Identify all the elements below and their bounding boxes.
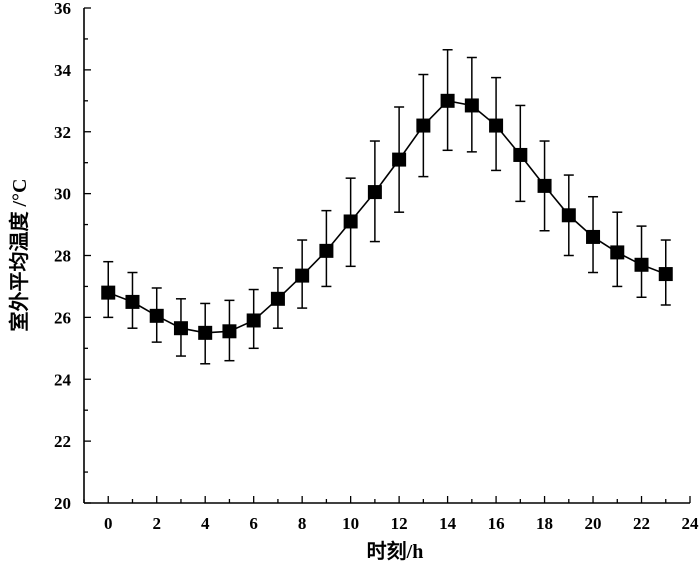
- y-tick-label: 26: [54, 308, 71, 327]
- data-point: [270, 291, 285, 306]
- y-tick-label: 20: [54, 494, 71, 513]
- data-point: [537, 178, 552, 193]
- markers: [101, 93, 673, 340]
- data-point: [343, 214, 358, 229]
- data-point: [489, 118, 504, 133]
- y-tick-label: 36: [54, 0, 71, 18]
- x-tick-label: 16: [488, 514, 505, 533]
- y-tick-label: 32: [54, 123, 71, 142]
- y-tick-label: 24: [54, 370, 72, 389]
- data-point: [246, 313, 261, 328]
- data-point: [464, 98, 479, 113]
- x-tick-label: 10: [342, 514, 359, 533]
- data-point: [222, 324, 237, 339]
- x-tick-label: 24: [682, 514, 700, 533]
- x-tick-label: 14: [439, 514, 457, 533]
- data-point: [101, 285, 116, 300]
- data-point: [173, 321, 188, 336]
- data-point: [149, 308, 164, 323]
- data-point: [634, 257, 649, 272]
- x-tick-label: 20: [585, 514, 602, 533]
- x-tick-label: 4: [201, 514, 210, 533]
- x-axis-title: 时刻/h: [367, 539, 424, 563]
- axes: [83, 8, 690, 504]
- data-point: [561, 208, 576, 223]
- y-tick-label: 28: [54, 247, 71, 266]
- series-line: [107, 99, 667, 334]
- data-point: [416, 118, 431, 133]
- series-line-group: [107, 99, 667, 334]
- data-point: [319, 243, 334, 258]
- y-tick-label: 30: [54, 185, 71, 204]
- data-point: [586, 229, 601, 244]
- data-point: [513, 147, 528, 162]
- data-point: [658, 267, 673, 282]
- data-point: [367, 185, 382, 200]
- x-tick-label: 8: [298, 514, 307, 533]
- x-tick-label: 0: [104, 514, 113, 533]
- error-bars: [103, 49, 671, 365]
- data-point: [125, 294, 140, 309]
- x-tick-label: 12: [391, 514, 408, 533]
- y-axis-title: 室外平均温度 /°C: [7, 179, 31, 332]
- y-tick-label: 22: [54, 432, 71, 451]
- x-tick-label: 2: [152, 514, 161, 533]
- data-point: [295, 268, 310, 283]
- x-tick-label: 18: [536, 514, 553, 533]
- data-point: [198, 325, 213, 340]
- data-point: [610, 245, 625, 260]
- x-tick-label: 6: [249, 514, 258, 533]
- x-tick-label: 22: [633, 514, 650, 533]
- data-point: [392, 152, 407, 167]
- y-tick-label: 34: [54, 61, 72, 80]
- data-point: [440, 93, 455, 108]
